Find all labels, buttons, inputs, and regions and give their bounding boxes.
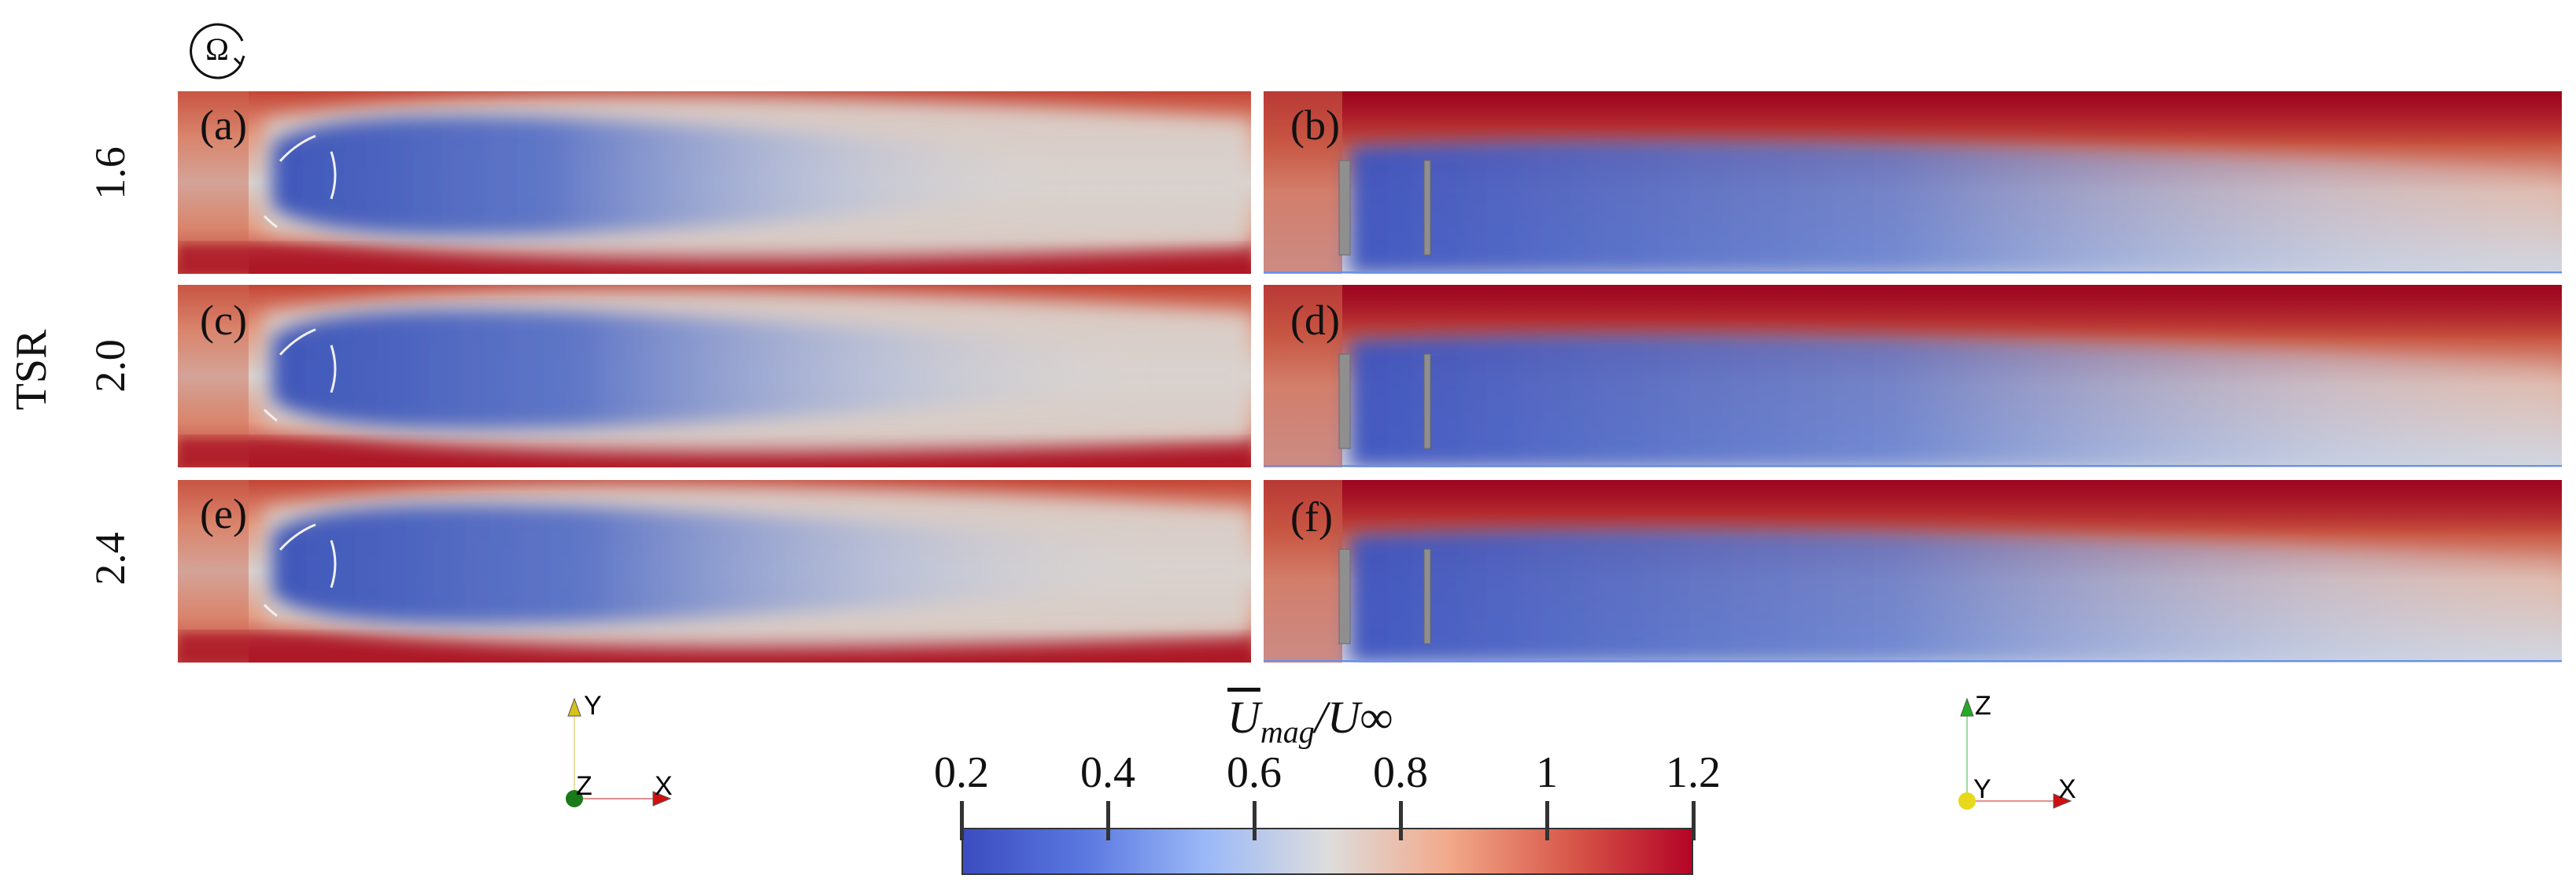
row-label-1: 1.6 — [79, 126, 142, 220]
colorbar-tick-mark-1 — [1106, 801, 1110, 840]
colorbar-tick-mark-2 — [1253, 801, 1257, 840]
row-label-3-text: 2.4 — [87, 532, 134, 585]
panel-tag-b: (b) — [1290, 102, 1340, 149]
triad-x-label: X — [655, 771, 673, 801]
tsr-axis-title: TSR — [0, 315, 63, 425]
panel-e — [178, 480, 1251, 663]
panel-tag-c: (c) — [200, 297, 247, 344]
triad-x-arrow-icon — [652, 791, 672, 807]
colorbar-tick-mark-5 — [1692, 801, 1696, 840]
axes-triad-xy: Y Z X — [566, 691, 673, 807]
panel-d — [1264, 285, 2562, 467]
colorbar-tick-label-4: 1 — [1536, 748, 1558, 797]
triad2-z-label: Z — [1975, 691, 1991, 721]
row-label-2-text: 2.0 — [87, 339, 134, 393]
axes-triad-xz: Z Y X — [1958, 691, 2076, 810]
panel-b — [1264, 91, 2562, 274]
triad2-x-arrow-icon — [2053, 793, 2072, 809]
colorbar-title-sub: mag — [1260, 714, 1315, 750]
rotation-icon: Ω — [186, 17, 252, 83]
rotation-symbol: Ω — [205, 31, 229, 67]
panel-tag-d: (d) — [1290, 297, 1340, 344]
row-label-3: 2.4 — [79, 511, 142, 606]
tsr-axis-title-text: TSR — [7, 329, 56, 411]
colorbar-tick-mark-0 — [960, 801, 964, 840]
row-label-2: 2.0 — [79, 319, 142, 413]
triad-y-arrow-icon — [567, 697, 581, 717]
colorbar-title-main: U — [1227, 692, 1260, 743]
colorbar-tick-label-0: 0.2 — [934, 748, 989, 797]
triad2-x-label: X — [2058, 774, 2076, 804]
triad-z-label: Z — [576, 771, 592, 801]
colorbar-tick-mark-4 — [1545, 801, 1549, 840]
colorbar-tick-mark-3 — [1399, 801, 1403, 840]
triad-z-dot-icon — [566, 790, 583, 807]
colorbar-tick-label-2: 0.6 — [1227, 748, 1282, 797]
triad2-y-label: Y — [1973, 774, 1991, 804]
colorbar-tick-label-1: 0.4 — [1080, 748, 1135, 797]
panel-tag-a: (a) — [200, 102, 247, 149]
colorbar-tick-label-5: 1.2 — [1666, 748, 1721, 797]
panel-tag-e: (e) — [200, 490, 247, 537]
triad2-y-dot-icon — [1958, 792, 1976, 810]
panel-a — [178, 91, 1251, 274]
panel-c — [178, 285, 1251, 467]
triad-y-label: Y — [584, 691, 602, 721]
panel-f — [1264, 480, 2562, 663]
panel-tag-f: (f) — [1290, 493, 1333, 541]
colorbar — [961, 828, 1693, 875]
row-label-1-text: 1.6 — [87, 146, 134, 200]
colorbar-title-tail: /U∞ — [1314, 692, 1393, 743]
triad2-z-arrow-icon — [1960, 697, 1974, 717]
colorbar-tick-label-3: 0.8 — [1373, 748, 1428, 797]
colorbar-title: Umag/U∞ — [1227, 691, 1393, 751]
